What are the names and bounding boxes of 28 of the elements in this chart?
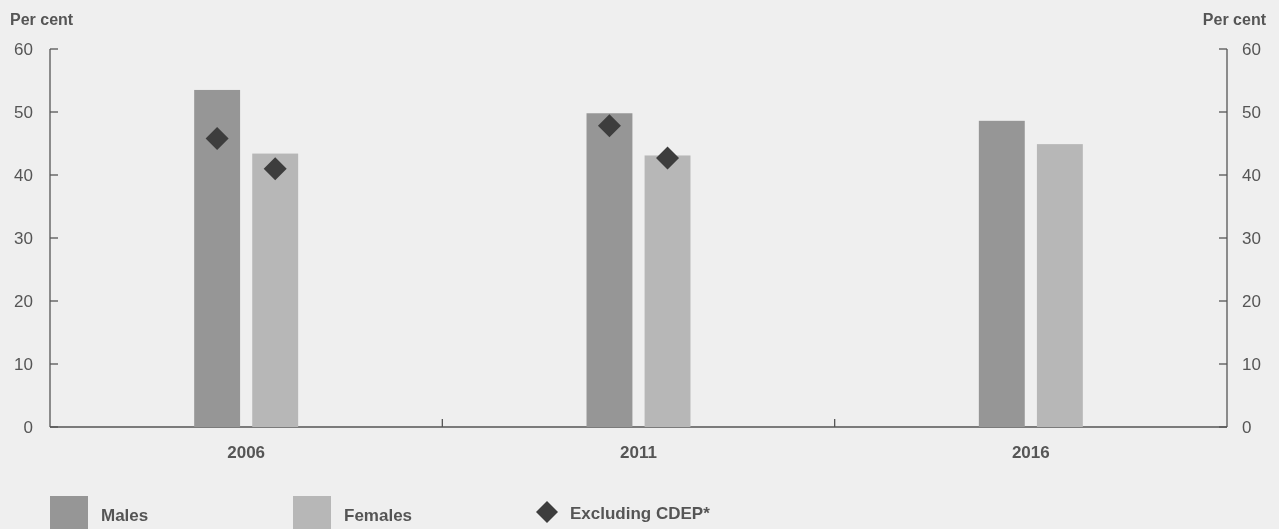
bar xyxy=(586,113,633,427)
legend-label: Excluding CDEP* xyxy=(570,504,711,523)
y2-tick-label: 40 xyxy=(1242,166,1261,185)
y2-tick-label: 50 xyxy=(1242,103,1261,122)
x-tick-label: 2006 xyxy=(227,443,266,462)
y-tick-label: 60 xyxy=(14,40,33,59)
y-tick-label: 0 xyxy=(23,418,33,437)
y-tick-label: 10 xyxy=(14,355,33,374)
bar xyxy=(1036,144,1083,427)
x-tick-label: 2011 xyxy=(620,443,657,462)
y-tick-label: 20 xyxy=(14,292,33,311)
bar xyxy=(978,120,1025,427)
y-tick-label: 30 xyxy=(14,229,33,248)
bar xyxy=(194,89,241,427)
legend-label: Females xyxy=(344,506,413,525)
y2-tick-label: 0 xyxy=(1242,418,1252,437)
x-tick-label: 2016 xyxy=(1011,443,1050,462)
legend-label: Males xyxy=(101,506,149,525)
y-tick-label: 40 xyxy=(14,166,33,185)
y2-tick-label: 60 xyxy=(1242,40,1261,59)
y-tick-label: 50 xyxy=(14,103,33,122)
y2-tick-label: 10 xyxy=(1242,355,1261,374)
bar xyxy=(252,153,299,427)
y2-tick-label: 30 xyxy=(1242,229,1261,248)
y2-axis-title: Per cent xyxy=(1202,11,1267,28)
y2-tick-label: 20 xyxy=(1242,292,1261,311)
y-axis-title: Per cent xyxy=(10,11,74,28)
bar xyxy=(644,155,691,427)
